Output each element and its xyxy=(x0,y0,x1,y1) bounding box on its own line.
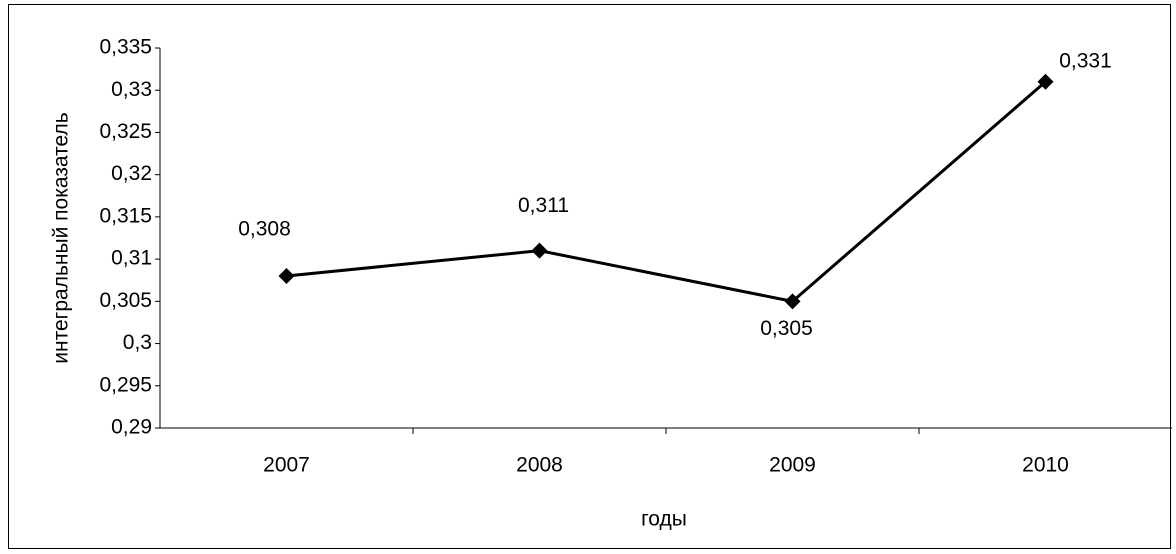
y-tick-label: 0,295 xyxy=(99,373,152,396)
value-label: 0,311 xyxy=(518,194,569,217)
value-label: 0,305 xyxy=(760,317,813,340)
y-tick-label: 0,3 xyxy=(123,331,152,354)
y-tick-label: 0,335 xyxy=(99,36,152,59)
y-tick-label: 0,315 xyxy=(99,204,152,227)
marker xyxy=(1037,73,1054,90)
marker xyxy=(784,293,801,310)
y-tick-label: 0,29 xyxy=(111,416,152,439)
y-tick-label: 0,32 xyxy=(111,162,152,185)
y-tick-label: 0,33 xyxy=(111,78,152,101)
x-tick-label: 2007 xyxy=(263,454,310,477)
value-label: 0,308 xyxy=(238,218,291,241)
x-axis-label: годы xyxy=(641,508,687,531)
y-tick-label: 0,31 xyxy=(111,247,152,270)
y-tick-label: 0,305 xyxy=(99,289,152,312)
value-label: 0,331 xyxy=(1059,49,1112,72)
y-tick-label: 0,325 xyxy=(99,120,152,143)
y-axis-label: интегральный показатель xyxy=(50,112,73,363)
chart-frame xyxy=(8,4,1171,549)
marker xyxy=(278,268,295,284)
marker xyxy=(531,242,548,259)
x-tick-label: 2009 xyxy=(769,454,816,477)
x-tick-label: 2010 xyxy=(1022,454,1069,477)
line xyxy=(286,80,1047,303)
x-tick-label: 2008 xyxy=(516,454,563,477)
